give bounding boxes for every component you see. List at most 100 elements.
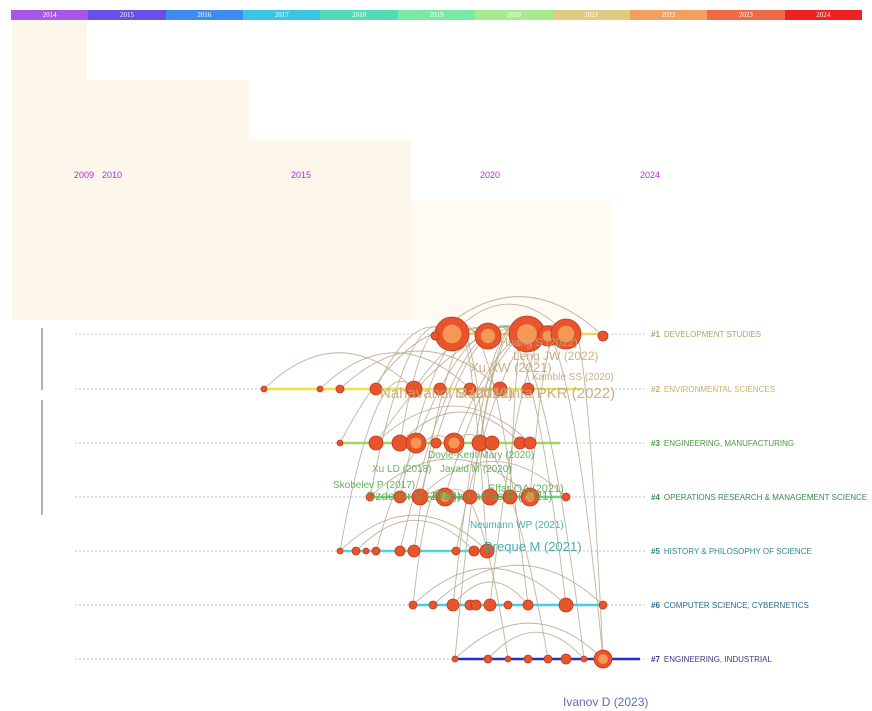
citation-link (412, 567, 567, 606)
citation-node[interactable] (593, 649, 613, 669)
cluster-name: ENGINEERING, INDUSTRIAL (664, 655, 773, 664)
citation-node[interactable] (521, 382, 535, 396)
citation-node[interactable] (580, 655, 588, 663)
citation-node[interactable] (443, 432, 465, 454)
cluster-id: #4 (651, 493, 660, 502)
node-label[interactable]: Xu XW (2021) (470, 360, 552, 375)
citation-node[interactable] (371, 546, 381, 556)
citation-node[interactable] (451, 546, 461, 556)
citation-node[interactable] (520, 487, 540, 507)
citation-node[interactable] (393, 490, 407, 504)
node-label[interactable]: Ivanov D (2023) (563, 695, 648, 709)
citation-node[interactable] (523, 436, 537, 450)
citation-node[interactable] (336, 547, 344, 555)
citation-node[interactable] (463, 382, 477, 396)
citation-node[interactable] (468, 545, 480, 557)
cluster-id: #7 (651, 655, 660, 664)
citation-node[interactable] (481, 488, 499, 506)
node-label[interactable]: Maddikunta PKR (2022) (455, 385, 615, 402)
citation-node[interactable] (451, 655, 459, 663)
citation-link (453, 434, 549, 660)
cluster-label[interactable]: #1 DEVELOPMENT STUDIES (651, 330, 761, 339)
citation-node[interactable] (474, 322, 502, 350)
citation-node[interactable] (470, 599, 482, 611)
citation-node[interactable] (598, 600, 608, 610)
citation-node[interactable] (365, 492, 375, 502)
node-label[interactable]: Javaid M (2020) (440, 464, 512, 475)
citation-node[interactable] (411, 488, 429, 506)
citation-node[interactable] (407, 544, 421, 558)
citation-node[interactable] (550, 318, 582, 350)
citation-node[interactable] (260, 385, 268, 393)
node-label[interactable]: Leng JW (2022) (513, 349, 598, 363)
node-label[interactable]: Fraga-Lamas P (2021) (432, 489, 553, 503)
citation-node[interactable] (428, 600, 438, 610)
citation-link (399, 411, 521, 444)
citation-node[interactable] (503, 600, 513, 610)
cluster-label[interactable]: #4 OPERATIONS RESEARCH & MANAGEMENT SCIEN… (651, 493, 867, 502)
citation-node[interactable] (405, 380, 423, 398)
axis-year-label: 2009 (74, 170, 94, 180)
node-label[interactable]: Elfar OA (2021) (488, 483, 564, 495)
year-legend-cell: 2017 (243, 10, 321, 20)
cluster-label[interactable]: #5 HISTORY & PHILOSOPHY OF SCIENCE (651, 547, 812, 556)
citation-nodes (260, 315, 613, 669)
citation-link (339, 514, 488, 552)
cluster-label[interactable]: #7 ENGINEERING, INDUSTRIAL (651, 655, 772, 664)
citation-node[interactable] (430, 331, 440, 341)
citation-node[interactable] (479, 543, 495, 559)
cluster-name: COMPUTER SCIENCE, CYBERNETICS (664, 601, 809, 610)
citation-node[interactable] (523, 654, 533, 664)
citation-node[interactable] (430, 437, 442, 449)
citation-node[interactable] (335, 384, 345, 394)
node-label[interactable]: Xu LD (2018) (372, 464, 431, 475)
citation-link (339, 380, 415, 552)
citation-link (319, 352, 471, 390)
citation-node[interactable] (394, 545, 406, 557)
node-label[interactable]: Nahavandi S (2019) (380, 385, 513, 402)
citation-node[interactable] (560, 653, 572, 665)
citation-node[interactable] (462, 489, 478, 505)
citation-link (487, 325, 585, 660)
citation-node[interactable] (408, 600, 418, 610)
node-label[interactable]: Ozdemir V (2018) (366, 489, 461, 503)
node-label[interactable]: Huang S (2022) (500, 337, 578, 349)
citation-node[interactable] (435, 487, 455, 507)
cluster-name: DEVELOPMENT STUDIES (664, 330, 761, 339)
citation-node[interactable] (434, 316, 470, 352)
node-label[interactable]: Breque M (2021) (484, 539, 582, 554)
citation-node[interactable] (433, 382, 447, 396)
node-label[interactable]: Skobelev P (2017) (333, 480, 415, 491)
citation-node[interactable] (369, 382, 383, 396)
citation-node[interactable] (316, 385, 324, 393)
citation-node[interactable] (446, 598, 460, 612)
citation-node[interactable] (543, 654, 553, 664)
citation-node[interactable] (483, 654, 493, 664)
citation-node[interactable] (561, 492, 571, 502)
citation-node[interactable] (405, 432, 427, 454)
citation-node[interactable] (492, 381, 508, 397)
citation-node[interactable] (508, 315, 546, 353)
cluster-id: #6 (651, 601, 660, 610)
citation-node[interactable] (504, 655, 512, 663)
citation-node[interactable] (483, 598, 497, 612)
cluster-name: ENGINEERING, MANUFACTURING (664, 439, 794, 448)
citation-node[interactable] (484, 435, 500, 451)
node-label[interactable]: Kamble SS (2020) (532, 372, 614, 383)
node-label[interactable]: Doyle-Kent Mary (2020) (428, 450, 534, 461)
citation-node[interactable] (351, 546, 361, 556)
citation-node[interactable] (362, 547, 370, 555)
cluster-label[interactable]: #6 COMPUTER SCIENCE, CYBERNETICS (651, 601, 809, 610)
citation-node[interactable] (597, 330, 609, 342)
citation-node[interactable] (368, 435, 384, 451)
citation-node[interactable] (502, 489, 518, 505)
cluster-id: #2 (651, 385, 660, 394)
citation-node[interactable] (522, 599, 534, 611)
citation-node[interactable] (336, 439, 344, 447)
citation-node[interactable] (558, 597, 574, 613)
node-label[interactable]: Neumann WP (2021) (470, 520, 564, 531)
year-legend-cell: 2022 (629, 10, 708, 20)
cluster-label[interactable]: #2 ENVIRONMENTAL SCIENCES (651, 385, 775, 394)
cluster-label[interactable]: #3 ENGINEERING, MANUFACTURING (651, 439, 794, 448)
